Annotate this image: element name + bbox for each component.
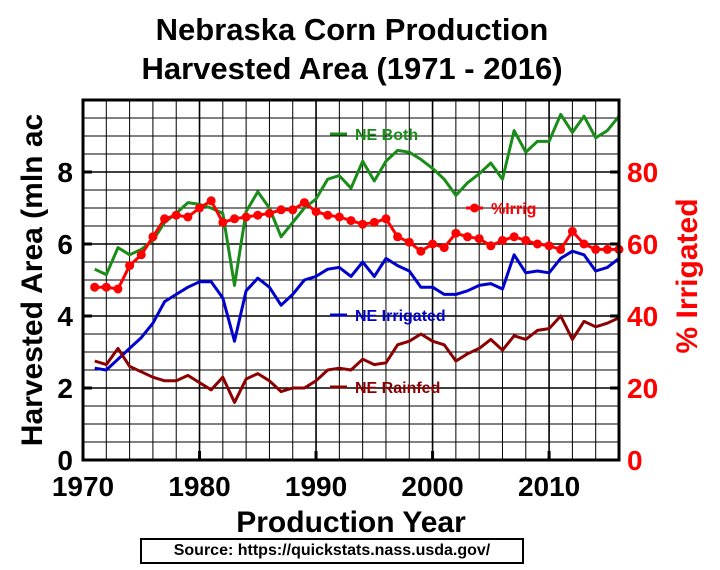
data-point-irrig bbox=[369, 217, 379, 227]
data-point-irrig bbox=[346, 216, 356, 226]
y2-tick-label: 80 bbox=[627, 157, 658, 188]
data-point-irrig bbox=[90, 282, 100, 292]
data-point-irrig bbox=[276, 205, 286, 215]
data-point-irrig bbox=[206, 196, 216, 206]
y-tick-label: 8 bbox=[57, 157, 73, 188]
legend-irrig: %Irrig bbox=[466, 201, 536, 218]
data-point-irrig bbox=[556, 244, 566, 254]
data-point-irrig bbox=[358, 219, 368, 229]
data-point-irrig bbox=[229, 214, 239, 224]
data-point-irrig bbox=[393, 232, 403, 242]
data-point-irrig bbox=[463, 232, 473, 242]
y-tick-labels: 0 2 4 6 8 bbox=[57, 157, 73, 476]
data-point-irrig bbox=[428, 239, 438, 249]
data-point-irrig bbox=[323, 210, 333, 220]
data-point-irrig bbox=[521, 235, 531, 245]
data-point-irrig bbox=[299, 198, 309, 208]
x-tick-label: 1970 bbox=[52, 471, 114, 502]
data-point-irrig bbox=[451, 228, 461, 238]
chart-title: Nebraska Corn Production bbox=[156, 12, 549, 47]
data-point-irrig bbox=[334, 212, 344, 222]
data-point-irrig bbox=[591, 244, 601, 254]
y-tick-label: 6 bbox=[57, 229, 73, 260]
y-tick-label: 2 bbox=[57, 373, 73, 404]
series-line-ne-rainfed bbox=[94, 314, 620, 404]
grid bbox=[83, 100, 619, 460]
data-point-irrig bbox=[253, 210, 263, 220]
legend-ne-irrigated: NE Irrigated bbox=[330, 308, 446, 325]
data-point-irrig bbox=[509, 232, 519, 242]
x-tick-labels: 1970 1980 1990 2000 2010 bbox=[52, 471, 580, 502]
data-point-irrig bbox=[474, 234, 484, 244]
data-point-irrig bbox=[241, 212, 251, 222]
series-line-ne-irrigated bbox=[94, 249, 620, 372]
data-point-irrig bbox=[171, 210, 181, 220]
data-point-irrig bbox=[381, 214, 391, 224]
data-point-irrig bbox=[101, 282, 111, 292]
source-note: Source: https://quickstats.nass.usda.gov… bbox=[140, 538, 524, 564]
x-tick-label: 1990 bbox=[285, 471, 347, 502]
y2-tick-label: 40 bbox=[627, 301, 658, 332]
x-tick-label: 2000 bbox=[401, 471, 463, 502]
data-point-irrig bbox=[125, 261, 135, 271]
plot-frame bbox=[81, 98, 621, 462]
legend-ne-rainfed-label: NE Rainfed bbox=[355, 380, 440, 397]
data-point-irrig bbox=[288, 205, 298, 215]
data-point-irrig bbox=[195, 203, 205, 213]
legend-ne-both: NE Both bbox=[330, 127, 418, 144]
data-point-irrig bbox=[264, 208, 274, 218]
data-point-irrig bbox=[113, 284, 123, 294]
ticks bbox=[81, 170, 619, 462]
data-point-irrig bbox=[532, 239, 542, 249]
y2-tick-labels: 0 20 40 60 80 bbox=[627, 157, 658, 476]
data-point-irrig bbox=[218, 217, 228, 227]
data-point-irrig bbox=[579, 239, 589, 249]
y2-tick-label: 0 bbox=[627, 445, 643, 476]
legend-irrig-label: %Irrig bbox=[491, 201, 536, 218]
data-point-irrig bbox=[136, 250, 146, 260]
y-tick-label: 4 bbox=[57, 301, 73, 332]
data-point-irrig bbox=[183, 212, 193, 222]
data-point-irrig bbox=[497, 235, 507, 245]
x-tick-label: 1980 bbox=[168, 471, 230, 502]
y2-tick-label: 20 bbox=[627, 373, 658, 404]
data-point-irrig bbox=[439, 243, 449, 253]
y-axis-label: Harvested Area (mln ac bbox=[16, 114, 49, 446]
data-point-irrig bbox=[404, 237, 414, 247]
data-point-irrig bbox=[567, 226, 577, 236]
data-point-irrig bbox=[416, 246, 426, 256]
y2-tick-label: 60 bbox=[627, 229, 658, 260]
data-point-irrig bbox=[544, 241, 554, 251]
data-point-irrig bbox=[486, 241, 496, 251]
series-line-irrig bbox=[94, 199, 619, 291]
chart-subtitle: Harvested Area (1971 - 2016) bbox=[141, 51, 562, 86]
legend-ne-rainfed: NE Rainfed bbox=[330, 380, 440, 397]
data-point-irrig bbox=[602, 244, 612, 254]
data-point-irrig bbox=[160, 214, 170, 224]
x-tick-label: 2010 bbox=[518, 471, 580, 502]
data-point-irrig bbox=[311, 207, 321, 217]
legend-ne-irrigated-label: NE Irrigated bbox=[355, 308, 446, 325]
series-line-ne-both bbox=[94, 112, 621, 287]
y-tick-label: 0 bbox=[57, 445, 73, 476]
x-axis-label: Production Year bbox=[236, 506, 466, 539]
y2-axis-label: % Irrigated bbox=[671, 198, 704, 353]
data-point-irrig bbox=[148, 232, 158, 242]
series-layer bbox=[90, 112, 624, 404]
legend-ne-both-label: NE Both bbox=[355, 127, 418, 144]
